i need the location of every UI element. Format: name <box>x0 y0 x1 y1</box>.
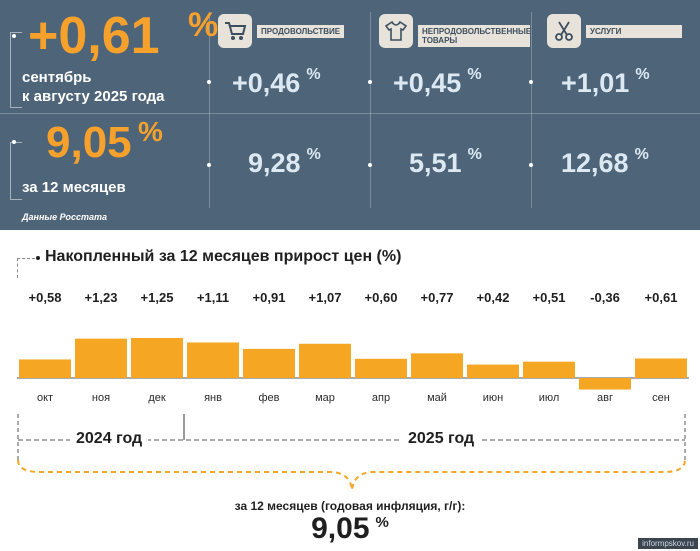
month-label-мар: мар <box>315 392 335 404</box>
year-label-2025: 2025 год <box>402 430 481 448</box>
annual-label: за 12 месяцев <box>22 179 126 196</box>
percent-sign: % <box>138 116 163 147</box>
shopping-cart-icon <box>218 14 252 48</box>
title-bullet <box>36 256 40 260</box>
value-label-июн: +0,42 <box>476 290 510 305</box>
month-label-июн: июн <box>482 392 504 404</box>
annual-inflation-caption: за 12 месяцев (годовая инфляция, г/г): <box>234 499 466 513</box>
chart-title: Накопленный за 12 месяцев прирост цен (%… <box>45 248 402 265</box>
monthly-label-1: сентябрь <box>22 69 92 86</box>
value-label-янв: +1,11 <box>196 290 230 305</box>
monthly-inflation-value: +0,61 % <box>28 6 219 65</box>
month-label-июл: июл <box>538 392 560 404</box>
value-label-июл: +0,51 <box>532 290 566 305</box>
inflation-summary-panel: +0,61 % сентябрь к августу 2025 года 9,0… <box>0 0 700 230</box>
month-label-апр: апр <box>371 392 391 404</box>
monthly-label-2: к августу 2025 года <box>22 88 165 105</box>
bar-май <box>411 353 463 378</box>
services-annual-value: 12,68% <box>561 146 649 178</box>
value-label-май: +0,77 <box>420 290 454 305</box>
month-label-май: май <box>427 392 447 404</box>
title-connector <box>17 258 35 259</box>
clothing-icon <box>379 14 413 48</box>
month-label-ноя: ноя <box>91 392 111 404</box>
bar-дек <box>131 338 183 378</box>
value-label-сен: +0,61 <box>644 290 678 305</box>
scissors-icon <box>547 14 581 48</box>
food-annual-value: 9,28% <box>248 146 321 178</box>
annual-inflation-total: 9,05% <box>311 512 389 545</box>
title-connector-vertical <box>17 258 18 278</box>
nonfood-annual-value: 5,51% <box>409 146 482 178</box>
services-monthly-value: +1,01% <box>561 66 650 98</box>
bar-фев <box>243 348 295 378</box>
month-label-дек: дек <box>148 392 166 404</box>
category-tag-services: УСЛУГИ <box>586 25 682 38</box>
bar-янв <box>187 342 239 378</box>
bar-сен <box>635 358 687 378</box>
bar-июн <box>467 364 519 378</box>
data-source: Данные Росстата <box>22 212 107 222</box>
month-label-сен: сен <box>652 392 670 404</box>
bar-ноя <box>75 338 127 378</box>
bar-мар <box>299 343 351 378</box>
month-label-фев: фев <box>258 392 280 404</box>
nonfood-monthly-value: +0,45% <box>393 66 482 98</box>
value-label-мар: +1,07 <box>308 290 342 305</box>
value-label-дек: +1,25 <box>140 290 174 305</box>
value-label-фев: +0,91 <box>252 290 286 305</box>
month-label-авг: авг <box>597 392 613 404</box>
bar-окт <box>19 359 71 378</box>
bar-июл <box>523 361 575 378</box>
value-label-ноя: +1,23 <box>84 290 118 305</box>
category-tag-nonfood: НЕПРОДОВОЛЬСТВЕННЫЕ ТОВАРЫ <box>418 25 531 47</box>
bar-апр <box>355 358 407 378</box>
year-label-2024: 2024 год <box>70 430 149 448</box>
watermark: informpskov.ru <box>638 538 698 549</box>
category-tag-food: ПРОДОВОЛЬСТВИЕ <box>257 25 345 38</box>
value-label-авг: -0,36 <box>590 290 620 305</box>
bar-авг <box>579 378 631 390</box>
value-label-окт: +0,58 <box>28 290 62 305</box>
percent-sign: % <box>188 6 219 44</box>
value-label-апр: +0,60 <box>364 290 398 305</box>
month-label-янв: янв <box>204 392 222 404</box>
food-monthly-value: +0,46% <box>232 66 321 98</box>
month-label-окт: окт <box>36 392 54 404</box>
annual-inflation-value: 9,05 % <box>46 116 163 167</box>
